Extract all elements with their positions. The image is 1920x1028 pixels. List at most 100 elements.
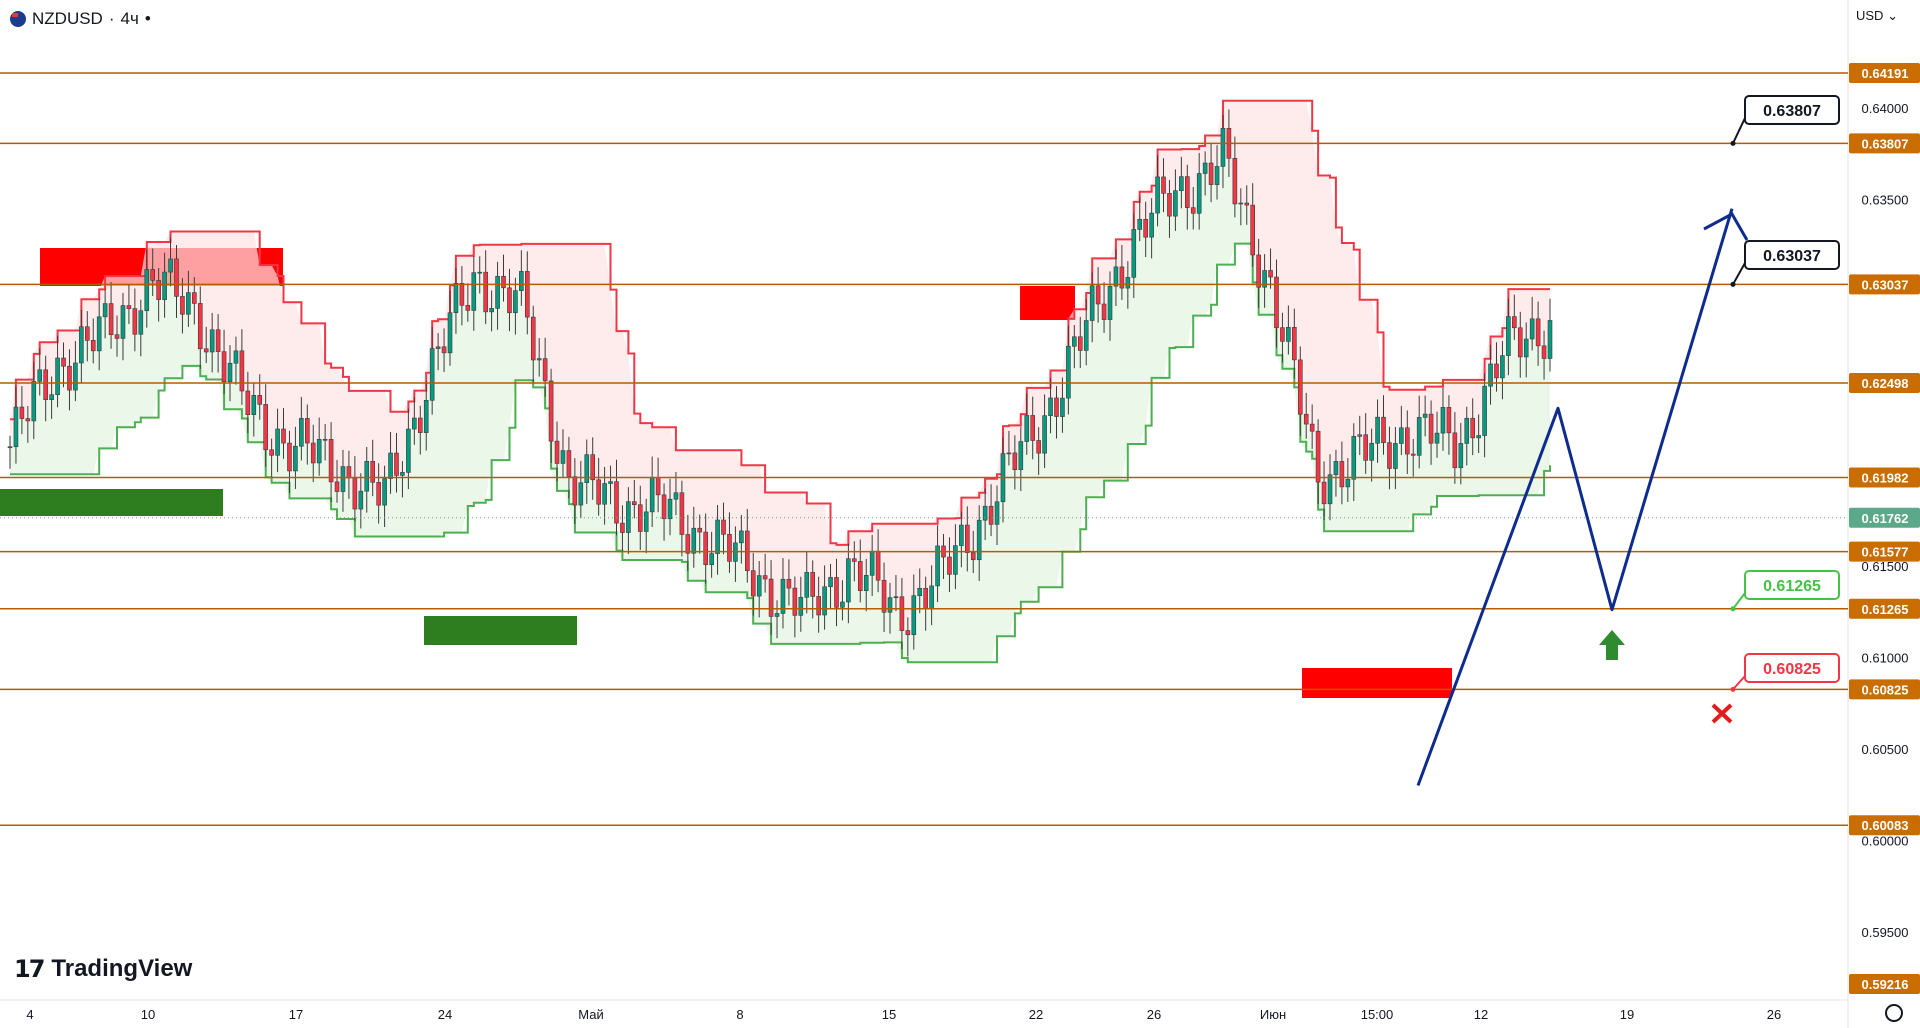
level-price-label bbox=[1849, 373, 1920, 394]
candle bbox=[417, 417, 423, 433]
candle bbox=[1155, 176, 1160, 214]
symbol-header[interactable]: NZDUSD · 4ч • bbox=[10, 9, 151, 29]
candle bbox=[7, 446, 13, 449]
candle bbox=[929, 585, 934, 610]
candle bbox=[1024, 415, 1030, 442]
candle bbox=[709, 553, 714, 566]
candle bbox=[1309, 423, 1315, 432]
callout-label: 0.60825 bbox=[1763, 661, 1821, 678]
candle bbox=[37, 369, 43, 382]
candle bbox=[685, 534, 691, 554]
level-price-label bbox=[1849, 679, 1920, 700]
level-price-label bbox=[1849, 274, 1920, 295]
candle bbox=[251, 394, 257, 415]
timeframe[interactable]: 4ч bbox=[120, 9, 139, 28]
settings-gear-icon[interactable] bbox=[1885, 1004, 1903, 1022]
candle bbox=[406, 428, 411, 473]
candle bbox=[1393, 443, 1398, 469]
candle bbox=[1321, 481, 1327, 505]
candle bbox=[322, 438, 328, 441]
candle bbox=[1381, 416, 1386, 443]
candle bbox=[1482, 385, 1487, 436]
candle bbox=[1303, 413, 1309, 425]
candle bbox=[293, 445, 298, 472]
candle bbox=[1404, 427, 1410, 455]
candle bbox=[1131, 229, 1137, 278]
level-price-text: 0.61577 bbox=[1862, 545, 1909, 560]
candle bbox=[1345, 478, 1351, 488]
candle bbox=[376, 482, 381, 506]
candle bbox=[1476, 435, 1481, 439]
nz-flag-icon bbox=[10, 11, 26, 27]
candle bbox=[1286, 326, 1291, 342]
candle bbox=[1214, 166, 1220, 185]
candle bbox=[114, 334, 120, 339]
candle bbox=[1333, 461, 1339, 476]
candle bbox=[43, 369, 48, 400]
time-tick-label: 10 bbox=[141, 1007, 155, 1022]
callout-pointer bbox=[1732, 675, 1746, 691]
tradingview-logo[interactable]: 17 TradingView bbox=[14, 955, 192, 983]
candle bbox=[988, 505, 994, 525]
candle bbox=[1375, 416, 1380, 444]
projection-path bbox=[1416, 208, 1734, 787]
candle bbox=[1072, 336, 1077, 347]
candle bbox=[1256, 254, 1261, 288]
candle bbox=[90, 340, 96, 352]
candle bbox=[1143, 218, 1148, 238]
candle bbox=[768, 578, 774, 617]
candle bbox=[626, 501, 631, 533]
candle bbox=[863, 575, 869, 592]
candle bbox=[739, 530, 744, 544]
candle bbox=[84, 326, 90, 341]
candle bbox=[584, 454, 590, 484]
level-price-text: 0.59216 bbox=[1862, 977, 1909, 992]
candle bbox=[120, 305, 126, 339]
candle bbox=[447, 312, 453, 354]
lower-band-fill bbox=[10, 128, 1550, 663]
stop-cross-icon bbox=[1711, 703, 1733, 724]
candle bbox=[1268, 270, 1273, 278]
candle bbox=[649, 477, 655, 513]
callout-pointer bbox=[1732, 262, 1746, 285]
candle bbox=[780, 578, 786, 614]
candle bbox=[643, 511, 649, 532]
candle bbox=[346, 466, 352, 479]
candle bbox=[1280, 327, 1285, 342]
support-zone bbox=[424, 616, 577, 645]
upper-band-fill bbox=[10, 100, 1550, 635]
candle bbox=[703, 531, 708, 566]
callout-pointer bbox=[1732, 117, 1746, 144]
price-tick-label: 0.64000 bbox=[1862, 101, 1909, 116]
candle bbox=[1506, 316, 1511, 356]
candle bbox=[394, 452, 399, 476]
price-tick-label: 0.63500 bbox=[1862, 193, 1909, 208]
candle bbox=[328, 438, 334, 483]
currency-label[interactable]: USD bbox=[1856, 8, 1884, 23]
symbol-name[interactable]: NZDUSD bbox=[32, 9, 103, 28]
candle bbox=[923, 587, 928, 610]
candle bbox=[203, 348, 209, 353]
callout-label: 0.63807 bbox=[1763, 103, 1821, 120]
currency-selector[interactable]: USD ⌄ bbox=[1856, 8, 1898, 24]
candle bbox=[893, 596, 899, 599]
candle bbox=[1244, 202, 1250, 206]
candle bbox=[1250, 204, 1256, 256]
level-price-text: 0.60825 bbox=[1862, 682, 1909, 697]
candle bbox=[1030, 415, 1036, 441]
candle bbox=[132, 308, 138, 335]
candle bbox=[1018, 441, 1024, 471]
candle bbox=[1428, 413, 1434, 444]
price-tick-label: 0.59500 bbox=[1862, 925, 1909, 940]
resistance-zone bbox=[1302, 668, 1452, 698]
candle bbox=[1416, 417, 1422, 456]
candle bbox=[673, 492, 679, 500]
candle bbox=[215, 329, 221, 352]
level-price-label bbox=[1849, 598, 1920, 619]
candle bbox=[1351, 436, 1357, 480]
candle bbox=[590, 454, 596, 481]
time-tick-label: 17 bbox=[289, 1007, 303, 1022]
candle bbox=[1012, 452, 1018, 471]
candle bbox=[299, 418, 304, 447]
